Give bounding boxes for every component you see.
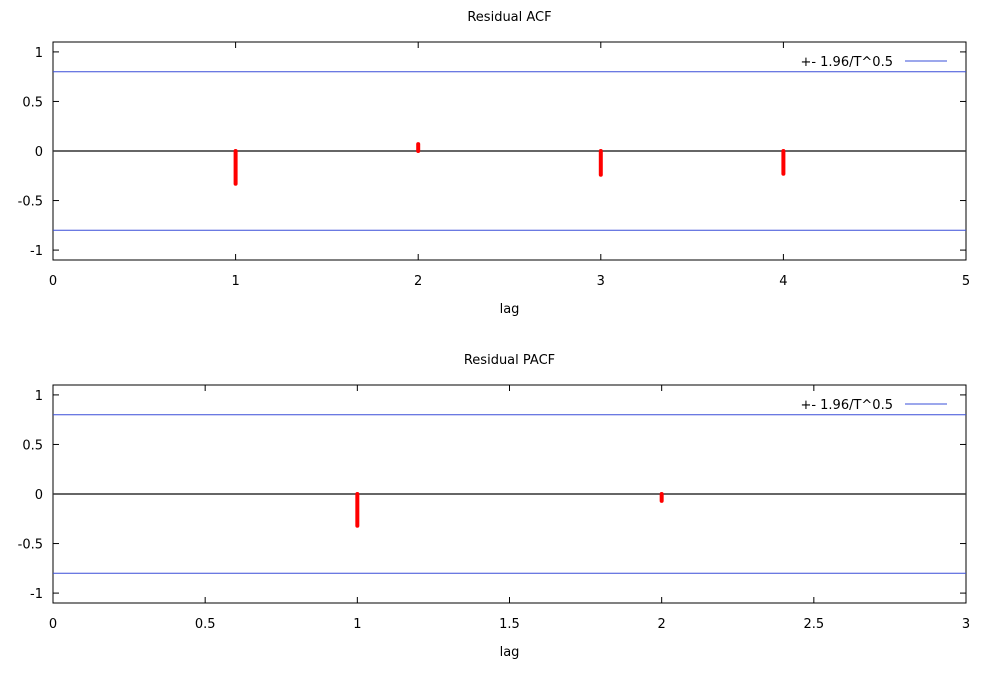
y-tick-label: 0.5 bbox=[22, 438, 43, 453]
x-tick-label: 3 bbox=[962, 617, 970, 632]
x-tick-label: 2.5 bbox=[803, 617, 824, 632]
x-axis-label: lag bbox=[500, 302, 520, 317]
chart-title: Residual PACF bbox=[464, 353, 555, 368]
y-tick-label: -0.5 bbox=[18, 195, 43, 210]
y-tick-label: 0 bbox=[35, 145, 43, 160]
legend-label: +- 1.96/T^0.5 bbox=[800, 398, 893, 413]
y-tick-label: -1 bbox=[30, 587, 43, 602]
panel-pacf: Residual PACF 1 0.5 0 -0.5 -1 0 0.5 1 1.5 2 2.5 3 lag… bbox=[18, 353, 971, 660]
x-axis-label: lag bbox=[500, 645, 520, 660]
x-tick-label: 5 bbox=[962, 274, 970, 289]
y-tick-label: 0 bbox=[35, 488, 43, 503]
x-tick-label: 0 bbox=[49, 274, 57, 289]
legend-label: +- 1.96/T^0.5 bbox=[800, 55, 893, 70]
chart-title: Residual ACF bbox=[467, 10, 551, 25]
x-tick-label: 3 bbox=[597, 274, 605, 289]
x-tick-label: 0.5 bbox=[195, 617, 216, 632]
x-tick-label: 1 bbox=[231, 274, 239, 289]
y-tick-label: 0.5 bbox=[22, 95, 43, 110]
x-tick-label: 4 bbox=[779, 274, 787, 289]
x-tick-label: 2 bbox=[414, 274, 422, 289]
y-tick-label: -0.5 bbox=[18, 538, 43, 553]
panel-acf: Residual ACF 1 0.5 0 -0.5 -1 0 1 2 3 4 5 lag +- 1.96/… bbox=[18, 10, 971, 317]
y-tick-label: -1 bbox=[30, 244, 43, 259]
x-tick-label: 2 bbox=[658, 617, 666, 632]
x-tick-label: 0 bbox=[49, 617, 57, 632]
y-tick-label: 1 bbox=[35, 46, 43, 61]
x-tick-label: 1.5 bbox=[499, 617, 520, 632]
y-tick-label: 1 bbox=[35, 389, 43, 404]
x-tick-label: 1 bbox=[353, 617, 361, 632]
